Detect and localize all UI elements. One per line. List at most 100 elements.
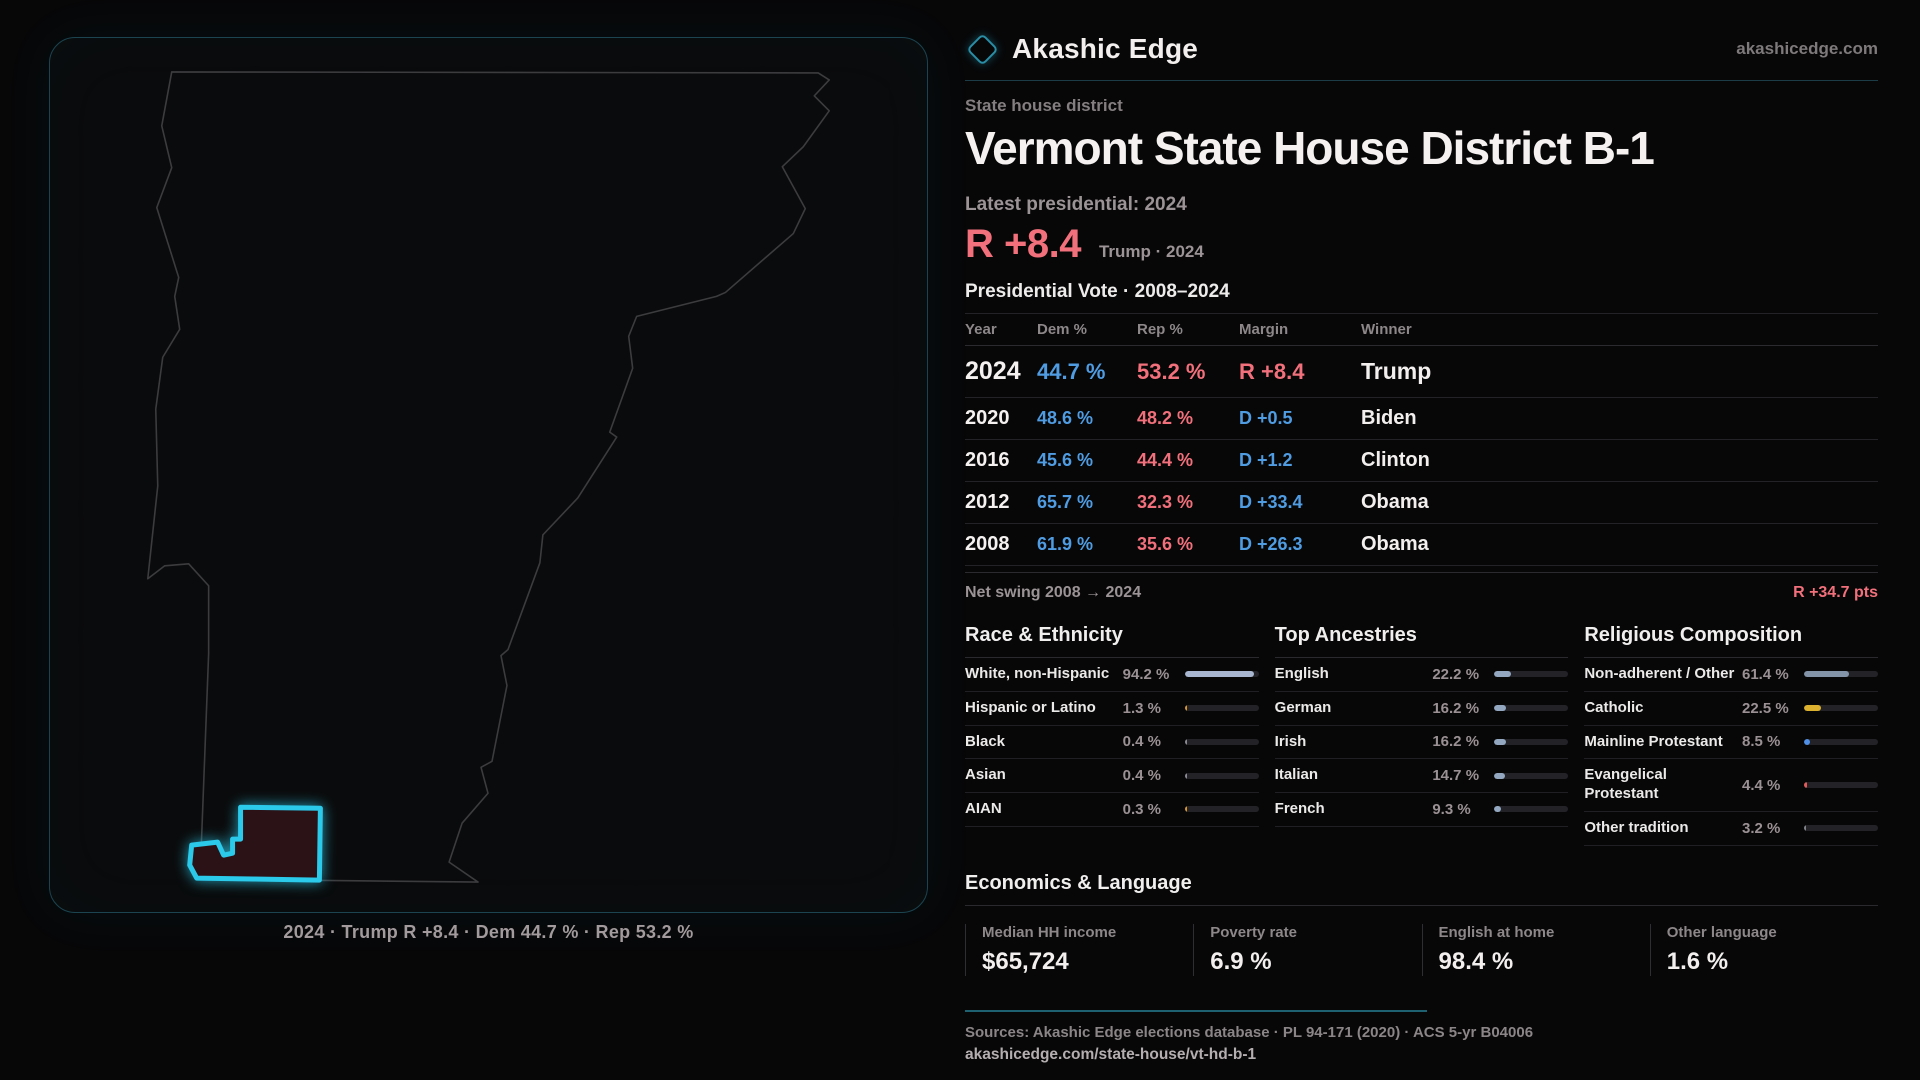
headline-margin: R +8.4 <box>965 222 1081 266</box>
religion-value: 4.4 % <box>1741 776 1781 794</box>
latest-presidential-label: Latest presidential: 2024 <box>965 194 1187 215</box>
list-item: Non-adherent / Other 61.4 % <box>1584 658 1878 692</box>
stat-value: 6.9 % <box>1210 947 1272 975</box>
race-value: 1.3 % <box>1122 699 1162 717</box>
brand-domain-link[interactable]: akashicedge.com <box>1736 39 1878 58</box>
table-row: 2012 65.7 % 32.3 % D +33.4 Obama <box>965 482 1878 524</box>
cell-year: 2008 <box>965 533 1010 555</box>
stat-label: English at home <box>1438 923 1555 941</box>
stat-poverty-rate: Poverty rate 6.9 % <box>1193 923 1421 976</box>
stat-label: Other language <box>1666 923 1777 941</box>
map-caption: 2024 · Trump R +8.4 · Dem 44.7 % · Rep 5… <box>283 922 694 942</box>
bar <box>1494 772 1569 779</box>
religion-value: 8.5 % <box>1741 733 1781 751</box>
kicker: State house district <box>965 96 1123 115</box>
bar <box>1184 671 1259 678</box>
cell-winner: Clinton <box>1361 449 1430 471</box>
permalink-url[interactable]: akashicedge.com/state-house/vt-hd-b-1 <box>965 1045 1257 1063</box>
stat-other-language: Other language 1.6 % <box>1649 923 1878 976</box>
ancestry-label: Irish <box>1274 732 1307 750</box>
ancestry-label: French <box>1274 800 1325 817</box>
cell-year: 2024 <box>965 357 1021 385</box>
cell-dem: 48.6 % <box>1037 408 1094 428</box>
col-year: Year <box>965 321 997 338</box>
bar <box>1184 772 1259 779</box>
cell-dem: 45.6 % <box>1037 450 1094 470</box>
net-swing-value: R +34.7 pts <box>1793 584 1878 601</box>
demographics-grid: Race & Ethnicity White, non-Hispanic 94.… <box>965 624 1878 846</box>
vermont-map <box>146 71 831 883</box>
headline-margin-row: R +8.4 Trump · 2024 <box>965 222 1878 267</box>
list-item: Evangelical Protestant 4.4 % <box>1584 759 1878 812</box>
col-dem: Dem % <box>1037 321 1088 338</box>
bar <box>1494 806 1569 813</box>
ancestry-label: German <box>1274 698 1332 716</box>
list-item: Hispanic or Latino 1.3 % <box>965 692 1259 726</box>
religion-label: Other tradition <box>1584 818 1689 836</box>
list-item: AIAN 0.3 % <box>965 793 1259 827</box>
header-divider <box>965 80 1878 81</box>
cell-margin: R +8.4 <box>1239 358 1305 384</box>
table-row: 2008 61.9 % 35.6 % D +26.3 Obama <box>965 524 1878 566</box>
race-label: AIAN <box>965 800 1002 817</box>
table-title: Presidential Vote · 2008–2024 <box>965 281 1230 302</box>
page-title: Vermont State House District B-1 <box>965 122 1655 174</box>
religion-value: 61.4 % <box>1741 665 1789 683</box>
table-row: 2016 45.6 % 44.4 % D +1.2 Clinton <box>965 440 1878 482</box>
list-item: German 16.2 % <box>1274 692 1569 726</box>
ancestries-card: Top Ancestries English 22.2 % German 16.… <box>1274 624 1569 846</box>
col-margin: Margin <box>1239 321 1289 338</box>
brand-name: Akashic Edge <box>1012 33 1199 64</box>
card-title: Religious Composition <box>1584 624 1878 658</box>
cell-rep: 48.2 % <box>1137 408 1194 428</box>
table-row: 2024 44.7 % 53.2 % R +8.4 Trump <box>965 346 1878 398</box>
col-winner: Winner <box>1361 321 1412 338</box>
list-item: Black 0.4 % <box>965 726 1259 760</box>
religion-label: Mainline Protestant <box>1584 732 1723 750</box>
cell-margin: D +0.5 <box>1239 408 1293 428</box>
list-item: Catholic 22.5 % <box>1584 692 1878 726</box>
card-title: Top Ancestries <box>1274 624 1569 658</box>
list-item: English 22.2 % <box>1274 658 1569 692</box>
stat-value: 98.4 % <box>1438 947 1514 975</box>
cell-margin: D +33.4 <box>1239 492 1303 512</box>
ancestry-label: English <box>1274 665 1329 682</box>
col-rep: Rep % <box>1137 321 1183 338</box>
cell-rep: 53.2 % <box>1137 358 1206 384</box>
list-item: Irish 16.2 % <box>1274 726 1569 760</box>
stat-value: $65,724 <box>982 947 1069 975</box>
stat-median-hh-income: Median HH income $65,724 <box>965 923 1193 976</box>
bar <box>1803 782 1878 788</box>
district-map-panel <box>49 37 928 913</box>
economics-stats: Median HH income $65,724 Poverty rate 6.… <box>965 923 1878 976</box>
cell-margin: D +26.3 <box>1239 534 1303 554</box>
ancestry-value: 16.2 % <box>1432 733 1480 751</box>
list-item: Asian 0.4 % <box>965 759 1259 793</box>
table-row: 2020 48.6 % 48.2 % D +0.5 Biden <box>965 398 1878 440</box>
race-value: 94.2 % <box>1122 665 1170 683</box>
footer-divider <box>965 1009 1427 1012</box>
ancestry-value: 16.2 % <box>1432 699 1480 717</box>
bar <box>1184 705 1259 712</box>
card-title: Race & Ethnicity <box>965 624 1259 658</box>
cell-dem: 65.7 % <box>1037 492 1094 512</box>
cell-rep: 35.6 % <box>1137 534 1194 554</box>
diamond-logo-icon <box>966 32 999 66</box>
bar <box>1803 738 1878 745</box>
district-report: Akashic Edge akashicedge.com State house… <box>965 28 1878 1064</box>
brand-row: Akashic Edge akashicedge.com <box>965 28 1878 70</box>
religion-label: Evangelical Protestant <box>1584 766 1667 802</box>
race-value: 0.4 % <box>1122 767 1162 785</box>
bar <box>1803 705 1878 712</box>
bar <box>1184 738 1259 745</box>
vermont-state-outline <box>146 71 831 883</box>
ancestry-value: 9.3 % <box>1432 800 1471 818</box>
bar <box>1803 825 1878 832</box>
cell-year: 2020 <box>965 407 1010 429</box>
net-swing-row: Net swing 2008 → 2024 R +34.7 pts <box>965 572 1878 602</box>
ancestry-value: 22.2 % <box>1432 665 1480 683</box>
cell-winner: Trump <box>1361 358 1432 384</box>
net-swing-label: Net swing 2008 → 2024 <box>965 584 1142 601</box>
race-ethnicity-card: Race & Ethnicity White, non-Hispanic 94.… <box>965 624 1259 846</box>
ancestry-value: 14.7 % <box>1432 767 1480 785</box>
